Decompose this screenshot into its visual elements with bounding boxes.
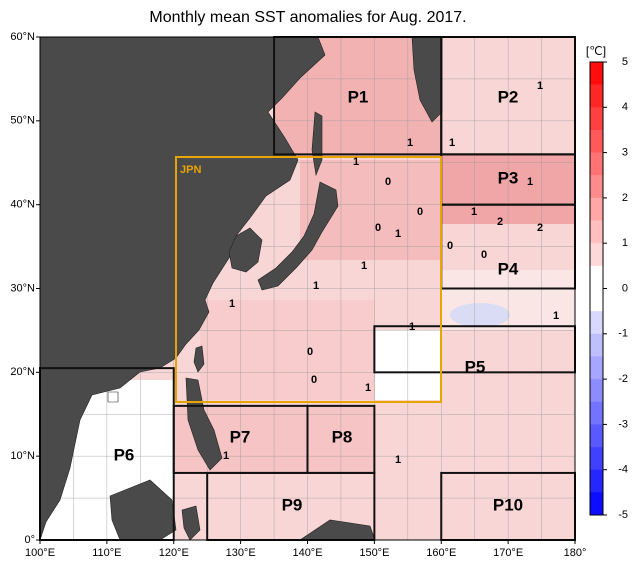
contour-label: 0 (385, 176, 391, 188)
contour-label: 1 (353, 156, 359, 168)
jpn-box (175, 156, 442, 403)
continent (39, 36, 326, 541)
colorbar-tick-label: 3 (622, 147, 628, 159)
contour-label: 1 (409, 321, 415, 333)
contour-label: 2 (537, 222, 543, 234)
colorbar-segment (590, 401, 603, 425)
colorbar-segment (590, 62, 603, 85)
contour-label: 0 (307, 346, 313, 358)
contour-label: 0 (481, 249, 487, 261)
map-title: Monthly mean SST anomalies for Aug. 2017… (149, 9, 466, 26)
colorbar-segment (590, 288, 603, 312)
colorbar-tick-label: 5 (622, 56, 628, 68)
taiwan (193, 345, 205, 373)
japan (257, 181, 339, 291)
colorbar-tick-label: 1 (622, 237, 628, 249)
borneo (109, 479, 177, 541)
colorbar-segment (590, 197, 603, 221)
colorbar-tick-label: 4 (622, 101, 628, 113)
colorbar-tick-label: -2 (618, 373, 628, 385)
region-label: P1 (348, 87, 369, 106)
lon-tick-label: 130°E (226, 547, 256, 559)
contour-label: 1 (223, 450, 229, 462)
contour-label: 2 (497, 216, 503, 228)
lon-tick-label: 170°E (493, 547, 523, 559)
colorbar-tick-label: -1 (618, 328, 628, 340)
region-label: P7 (230, 427, 251, 446)
contour-label: 0 (375, 222, 381, 234)
contour-label: 0 (417, 206, 423, 218)
jpn-label: JPN (180, 164, 201, 176)
anomaly-patch (374, 330, 441, 400)
contour-label: 1 (553, 310, 559, 322)
lat-tick-label: 40°N (10, 199, 35, 211)
colorbar-segment (590, 469, 603, 493)
lon-tick-label: 100°E (25, 547, 55, 559)
lat-tick-label: 50°N (10, 115, 35, 127)
region-label: P2 (498, 87, 519, 106)
contour-label: 1 (537, 80, 543, 92)
region-label: P10 (493, 495, 523, 514)
contour-label: 1 (471, 206, 477, 218)
lon-tick-label: 110°E (92, 547, 121, 559)
colorbar-segment (590, 220, 603, 244)
contour-label: 1 (395, 228, 401, 240)
colorbar-segment (590, 333, 603, 357)
contour-label: 1 (527, 176, 533, 188)
colorbar-segment (590, 447, 603, 470)
anomaly-patch (200, 300, 375, 400)
colorbar-segment (590, 129, 603, 153)
colorbar-segment (590, 311, 603, 335)
hainan (107, 391, 119, 403)
colorbar-segment (590, 265, 603, 289)
colorbar-segment (590, 152, 603, 176)
contour-label: 1 (365, 382, 371, 394)
lat-tick-label: 0° (24, 534, 35, 546)
colorbar-segment (590, 424, 603, 448)
korea (228, 227, 263, 273)
contour-label: 1 (229, 298, 235, 310)
sakhalin (311, 111, 323, 177)
lat-tick-label: 60°N (10, 31, 35, 43)
colorbar-segment (590, 492, 603, 516)
colorbar-segment (590, 107, 603, 131)
lat-tick-label: 30°N (10, 282, 35, 294)
colorbar-segment (590, 356, 603, 380)
lat-tick-label: 10°N (10, 450, 35, 462)
region-label: P4 (498, 259, 519, 278)
colorbar-segment (590, 175, 603, 199)
region-label: P8 (332, 427, 353, 446)
contour-label: 1 (361, 260, 367, 272)
contour-label: 1 (395, 454, 401, 466)
colorbar-unit: [℃] (586, 44, 606, 58)
colorbar-tick-label: -4 (618, 464, 628, 476)
lon-tick-label: 180° (564, 547, 587, 559)
contour-label: 0 (447, 240, 453, 252)
colorbar-segment (590, 379, 603, 403)
region-label: P5 (465, 357, 486, 376)
contour-label: 1 (449, 137, 455, 149)
contour-label: 1 (313, 280, 319, 292)
region-label: P6 (114, 445, 135, 464)
colorbar-segment (590, 84, 603, 108)
colorbar-tick-label: 0 (622, 282, 628, 294)
lat-tick-label: 20°N (10, 366, 35, 378)
lon-tick-label: 120°E (159, 547, 189, 559)
anomaly-patch (450, 303, 510, 327)
colorbar-tick-label: -3 (618, 418, 628, 430)
colorbar-segment (590, 243, 603, 267)
colorbar-tick-label: -5 (618, 509, 628, 521)
contour-label: 1 (407, 137, 413, 149)
region-label: P3 (498, 168, 519, 187)
colorbar-tick-label: 2 (622, 192, 628, 204)
lon-tick-label: 150°E (359, 547, 389, 559)
region-label: P9 (282, 495, 303, 514)
lon-tick-label: 160°E (426, 547, 456, 559)
sulawesi (181, 505, 201, 541)
contour-label: 0 (311, 374, 317, 386)
lon-tick-label: 140°E (292, 547, 322, 559)
land (39, 36, 443, 541)
colorbar: 5 4 3 2 1 0 -1 -2 -3 -4 -5 (589, 56, 628, 521)
